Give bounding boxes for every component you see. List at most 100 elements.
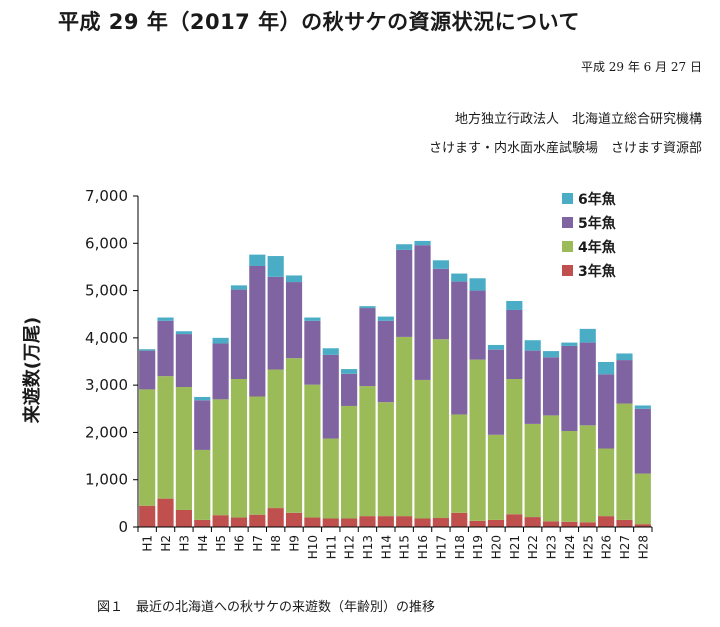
- y-tick-label: 0: [118, 518, 128, 536]
- bar-segment-H3-6年魚: [175, 331, 192, 335]
- x-tick-label: H3: [177, 535, 191, 552]
- bar-segment-H8-5年魚: [267, 276, 284, 370]
- bar-segment-H4-6年魚: [194, 396, 211, 401]
- x-tick-label: H12: [343, 535, 357, 559]
- bar-segment-H13-3年魚: [359, 516, 376, 527]
- bar-segment-H9-6年魚: [285, 275, 303, 283]
- y-tick-label: 1,000: [85, 471, 128, 489]
- bar-segment-H13-6年魚: [359, 306, 376, 309]
- bar-group-H25: [579, 328, 596, 527]
- bar-segment-H6-5年魚: [230, 289, 248, 379]
- bar-segment-H24-4年魚: [561, 431, 578, 522]
- bar-segment-H25-4年魚: [579, 425, 596, 523]
- bar-segment-H16-6年魚: [414, 240, 431, 246]
- bar-segment-H27-6年魚: [616, 353, 633, 361]
- y-axis-label: 来遊数(万尾): [21, 317, 43, 424]
- bar-segment-H3-4年魚: [175, 387, 192, 510]
- bar-segment-H6-6年魚: [230, 285, 248, 290]
- bar-segment-H15-6年魚: [396, 244, 413, 250]
- bar-group-H1: [139, 349, 156, 527]
- bar-segment-H24-6年魚: [561, 342, 578, 346]
- x-axis: H1 H2 H3 H4 H5 H6 H7 H8 H9 H10 H11 H12 H13 H14 H15 H16 H…: [133, 526, 653, 559]
- bar-segment-H17-6年魚: [432, 260, 449, 269]
- bar-segment-H28-3年魚: [634, 524, 651, 527]
- bar-segment-H2-5年魚: [157, 320, 174, 377]
- bar-segment-H22-3年魚: [524, 517, 541, 527]
- bar-segment-H5-6年魚: [212, 337, 229, 344]
- x-tick-label: H13: [361, 535, 375, 559]
- y-tick-label: 7,000: [85, 187, 128, 205]
- bar-segment-H21-3年魚: [506, 514, 523, 527]
- bar-segment-H7-3年魚: [249, 514, 266, 527]
- bar-segment-H23-5年魚: [542, 357, 560, 416]
- bar-segment-H7-4年魚: [249, 396, 266, 515]
- bar-group-H7: [249, 254, 266, 527]
- x-tick-label: H23: [545, 535, 559, 559]
- x-tick-label: H8: [269, 535, 283, 552]
- bar-segment-H13-4年魚: [359, 386, 376, 517]
- bar-group-H6: [230, 285, 248, 527]
- bar-segment-H16-4年魚: [414, 379, 431, 519]
- bar-segment-H23-6年魚: [542, 351, 560, 358]
- x-tick-label: H6: [232, 535, 246, 552]
- x-tick-label: H22: [526, 535, 540, 559]
- bar-segment-H20-3年魚: [487, 519, 505, 527]
- bar-segment-H8-4年魚: [267, 369, 284, 509]
- bar-segment-H23-4年魚: [542, 415, 560, 522]
- bar-segment-H10-5年魚: [304, 320, 321, 385]
- bar-group-H12: [341, 369, 358, 527]
- bar-segment-H28-4年魚: [634, 473, 651, 525]
- y-tick-label: 6,000: [85, 234, 128, 252]
- bar-segment-H4-4年魚: [194, 449, 211, 520]
- bar-segment-H4-5年魚: [194, 400, 211, 450]
- bar-segment-H8-3年魚: [267, 508, 284, 527]
- bar-segment-H14-6年魚: [377, 316, 394, 321]
- bar-segment-H9-4年魚: [285, 358, 303, 513]
- legend: 6年魚 5年魚 4年魚 3年魚: [562, 191, 616, 280]
- bar-segment-H2-6年魚: [157, 317, 174, 321]
- bar-group-H24: [561, 342, 578, 527]
- bar-group-H18: [451, 273, 468, 527]
- bar-segment-H17-3年魚: [432, 518, 449, 527]
- bar-segment-H9-3年魚: [285, 512, 303, 527]
- bar-segment-H26-5年魚: [598, 374, 615, 449]
- bar-group-H26: [598, 361, 615, 527]
- bar-group-H13: [359, 306, 376, 527]
- bar-segment-H16-5年魚: [414, 245, 431, 380]
- bar-group-H5: [212, 337, 229, 527]
- bar-segment-H18-5年魚: [451, 281, 468, 415]
- bar-segment-H22-5年魚: [524, 350, 541, 424]
- x-tick-label: H28: [636, 535, 650, 559]
- bar-segment-H10-3年魚: [304, 517, 321, 527]
- bar-segment-H28-6年魚: [634, 405, 651, 409]
- bar-segment-H19-6年魚: [469, 278, 486, 291]
- bar-segment-H20-6年魚: [487, 344, 505, 350]
- x-tick-label: H15: [398, 535, 412, 559]
- legend-label: 6年魚: [578, 191, 616, 208]
- bar-segment-H14-5年魚: [377, 320, 394, 403]
- bar-segment-H24-3年魚: [561, 521, 578, 527]
- bar-segment-H11-6年魚: [322, 348, 339, 355]
- x-tick-label: H1: [141, 535, 155, 552]
- document-title: 平成 29 年（2017 年）の秋サケの資源状況について: [58, 10, 580, 34]
- bar-segment-H17-4年魚: [432, 339, 449, 519]
- bar-segment-H2-4年魚: [157, 376, 174, 499]
- bar-segment-H16-3年魚: [414, 518, 431, 527]
- x-tick-label: H10: [306, 535, 320, 559]
- bar-segment-H6-4年魚: [230, 378, 248, 518]
- bar-segment-H21-6年魚: [506, 300, 523, 310]
- x-tick-label: H18: [453, 535, 467, 559]
- x-tick-label: H2: [159, 535, 173, 552]
- bar-segment-H26-6年魚: [598, 361, 615, 375]
- bar-segment-H11-3年魚: [322, 518, 339, 527]
- bar-segment-H18-3年魚: [451, 512, 468, 527]
- bar-segment-H6-3年魚: [230, 517, 248, 527]
- bar-segment-H17-5年魚: [432, 268, 449, 340]
- y-tick-label: 4,000: [85, 329, 128, 347]
- bar-group-H27: [616, 353, 633, 527]
- bar-segment-H13-5年魚: [359, 308, 376, 387]
- bars: [139, 240, 651, 527]
- bar-segment-H3-3年魚: [175, 509, 192, 527]
- y-tick-label: 2,000: [85, 423, 128, 441]
- x-tick-label: H21: [508, 535, 522, 559]
